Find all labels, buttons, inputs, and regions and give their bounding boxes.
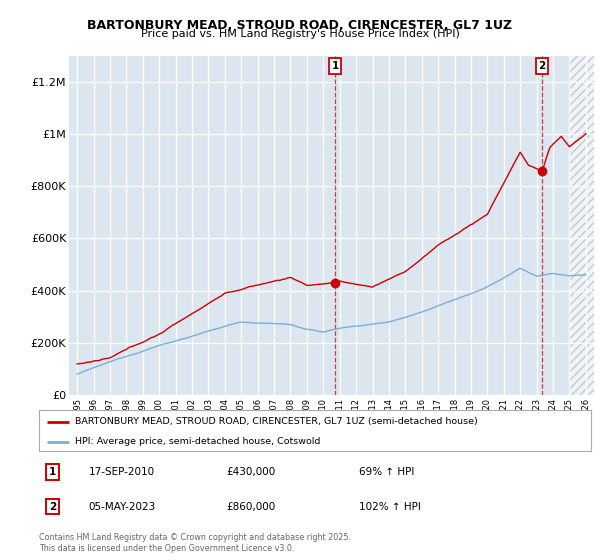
Text: BARTONBURY MEAD, STROUD ROAD, CIRENCESTER, GL7 1UZ (semi-detached house): BARTONBURY MEAD, STROUD ROAD, CIRENCESTE… [75,417,478,426]
Text: BARTONBURY MEAD, STROUD ROAD, CIRENCESTER, GL7 1UZ: BARTONBURY MEAD, STROUD ROAD, CIRENCESTE… [88,19,512,32]
Text: 102% ↑ HPI: 102% ↑ HPI [359,502,421,511]
Text: 05-MAY-2023: 05-MAY-2023 [89,502,156,511]
Text: HPI: Average price, semi-detached house, Cotswold: HPI: Average price, semi-detached house,… [75,437,320,446]
Text: 69% ↑ HPI: 69% ↑ HPI [359,468,415,477]
Text: 1: 1 [49,468,56,477]
Text: 1: 1 [331,61,339,71]
Text: £430,000: £430,000 [227,468,276,477]
Text: 17-SEP-2010: 17-SEP-2010 [89,468,155,477]
Text: Price paid vs. HM Land Registry's House Price Index (HPI): Price paid vs. HM Land Registry's House … [140,29,460,39]
Text: £860,000: £860,000 [227,502,276,511]
Text: 2: 2 [49,502,56,511]
Text: Contains HM Land Registry data © Crown copyright and database right 2025.
This d: Contains HM Land Registry data © Crown c… [39,533,351,553]
Text: 2: 2 [539,61,546,71]
